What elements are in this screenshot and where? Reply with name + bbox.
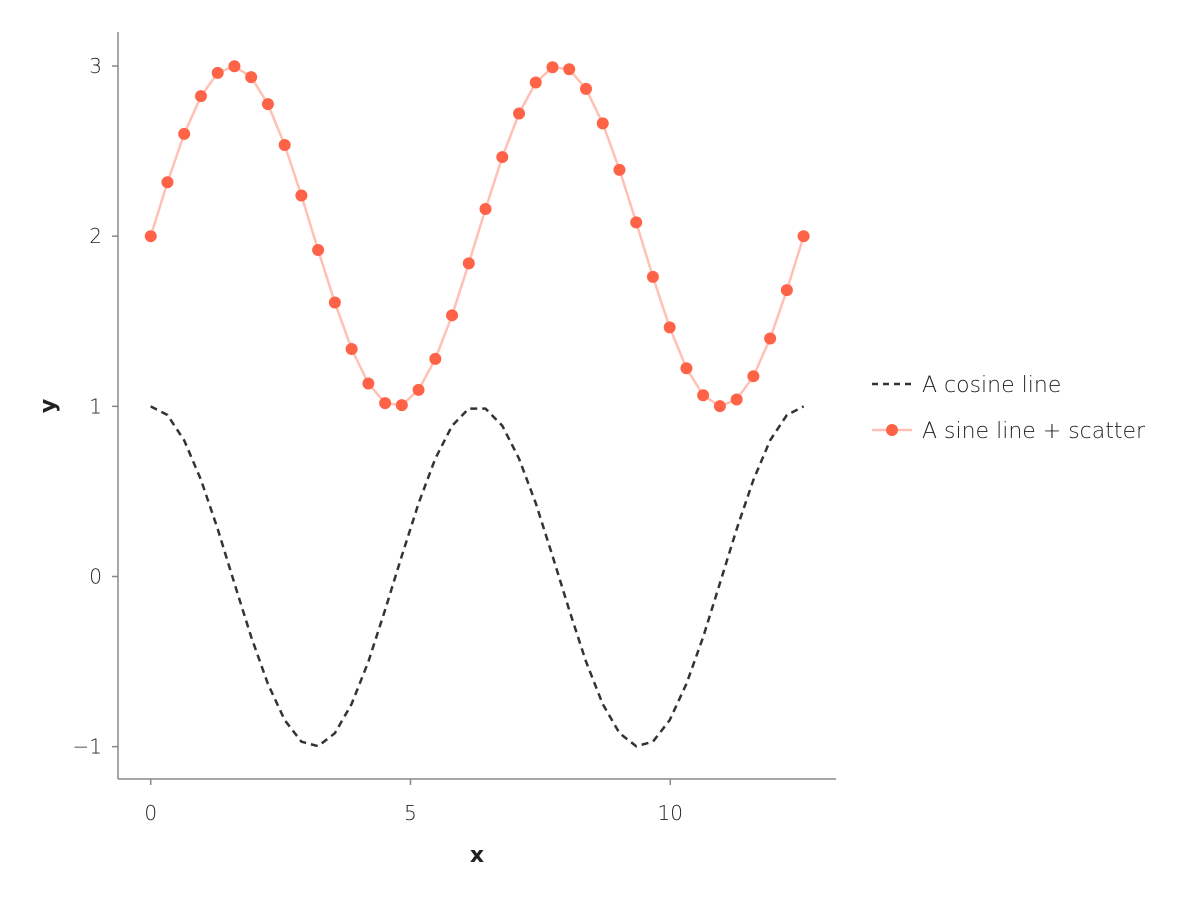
sine-scatter-point <box>462 257 475 270</box>
sine-scatter-point <box>261 98 274 111</box>
sine-scatter-point <box>496 151 509 164</box>
sine-scatter-point <box>161 176 174 189</box>
sine-scatter-point <box>529 76 542 89</box>
sine-scatter-point <box>613 163 626 176</box>
sine-scatter-point <box>379 397 392 410</box>
sine-scatter-point <box>312 243 325 256</box>
sine-scatter-point <box>395 399 408 412</box>
y-axis-label: y <box>36 399 61 413</box>
sine-scatter-point <box>278 138 291 151</box>
sine-scatter-point <box>780 284 793 297</box>
sine-scatter-point <box>646 270 659 283</box>
y-tick-label: 1 <box>89 394 102 418</box>
y-tick-label: 2 <box>89 224 102 248</box>
sine-scatter-point <box>680 362 693 375</box>
sine-scatter-point <box>295 189 308 202</box>
sine-scatter-point <box>178 127 191 140</box>
sine-scatter-point <box>546 61 559 74</box>
legend-marker-icon <box>886 424 898 436</box>
sine-scatter-point <box>228 60 241 73</box>
sine-scatter-point <box>630 216 643 229</box>
x-tick-label: 10 <box>658 801 683 825</box>
legend-label-sine: A sine line + scatter <box>922 419 1146 444</box>
y-tick-label: 0 <box>89 565 102 589</box>
x-axis-label: x <box>470 843 484 868</box>
cosine-line <box>150 405 805 748</box>
sine-scatter-point <box>797 230 810 243</box>
y-tick-label: −1 <box>73 735 102 759</box>
sine-scatter-point <box>345 343 358 356</box>
sine-scatter-point <box>579 82 592 95</box>
sine-scatter-point <box>245 71 258 84</box>
sine-scatter-point <box>747 370 760 383</box>
x-tick-label: 0 <box>144 801 157 825</box>
legend: A cosine line A sine line + scatter <box>872 373 1146 444</box>
plot-area <box>144 60 810 748</box>
x-ticks: 0 5 10 <box>144 779 683 825</box>
y-ticks: −1 0 1 2 3 <box>73 54 118 759</box>
sine-scatter-point <box>513 107 526 120</box>
sine-scatter-point <box>446 309 459 322</box>
legend-item-sine: A sine line + scatter <box>872 419 1146 444</box>
sine-scatter-point <box>412 383 425 396</box>
sine-scatter-point <box>194 90 207 103</box>
sine-scatter-point <box>730 393 743 406</box>
sine-scatter-point <box>697 389 710 402</box>
sine-scatter-point <box>713 400 726 413</box>
sine-scatter-point <box>211 66 224 79</box>
sine-scatter-point <box>663 321 676 334</box>
x-tick-label: 5 <box>404 801 417 825</box>
legend-item-cosine: A cosine line <box>872 373 1061 398</box>
sine-scatter-point <box>764 332 777 345</box>
sine-scatter-point <box>362 377 375 390</box>
sine-scatter-point <box>429 352 442 365</box>
sine-scatter-point <box>144 230 157 243</box>
sine-scatter-point <box>596 117 609 130</box>
sine-scatter-point <box>328 296 341 309</box>
sine-line <box>149 64 805 408</box>
sine-scatter-point <box>563 63 576 76</box>
legend-label-cosine: A cosine line <box>922 373 1061 398</box>
sine-scatter-point <box>479 202 492 215</box>
y-tick-label: 3 <box>89 54 102 78</box>
